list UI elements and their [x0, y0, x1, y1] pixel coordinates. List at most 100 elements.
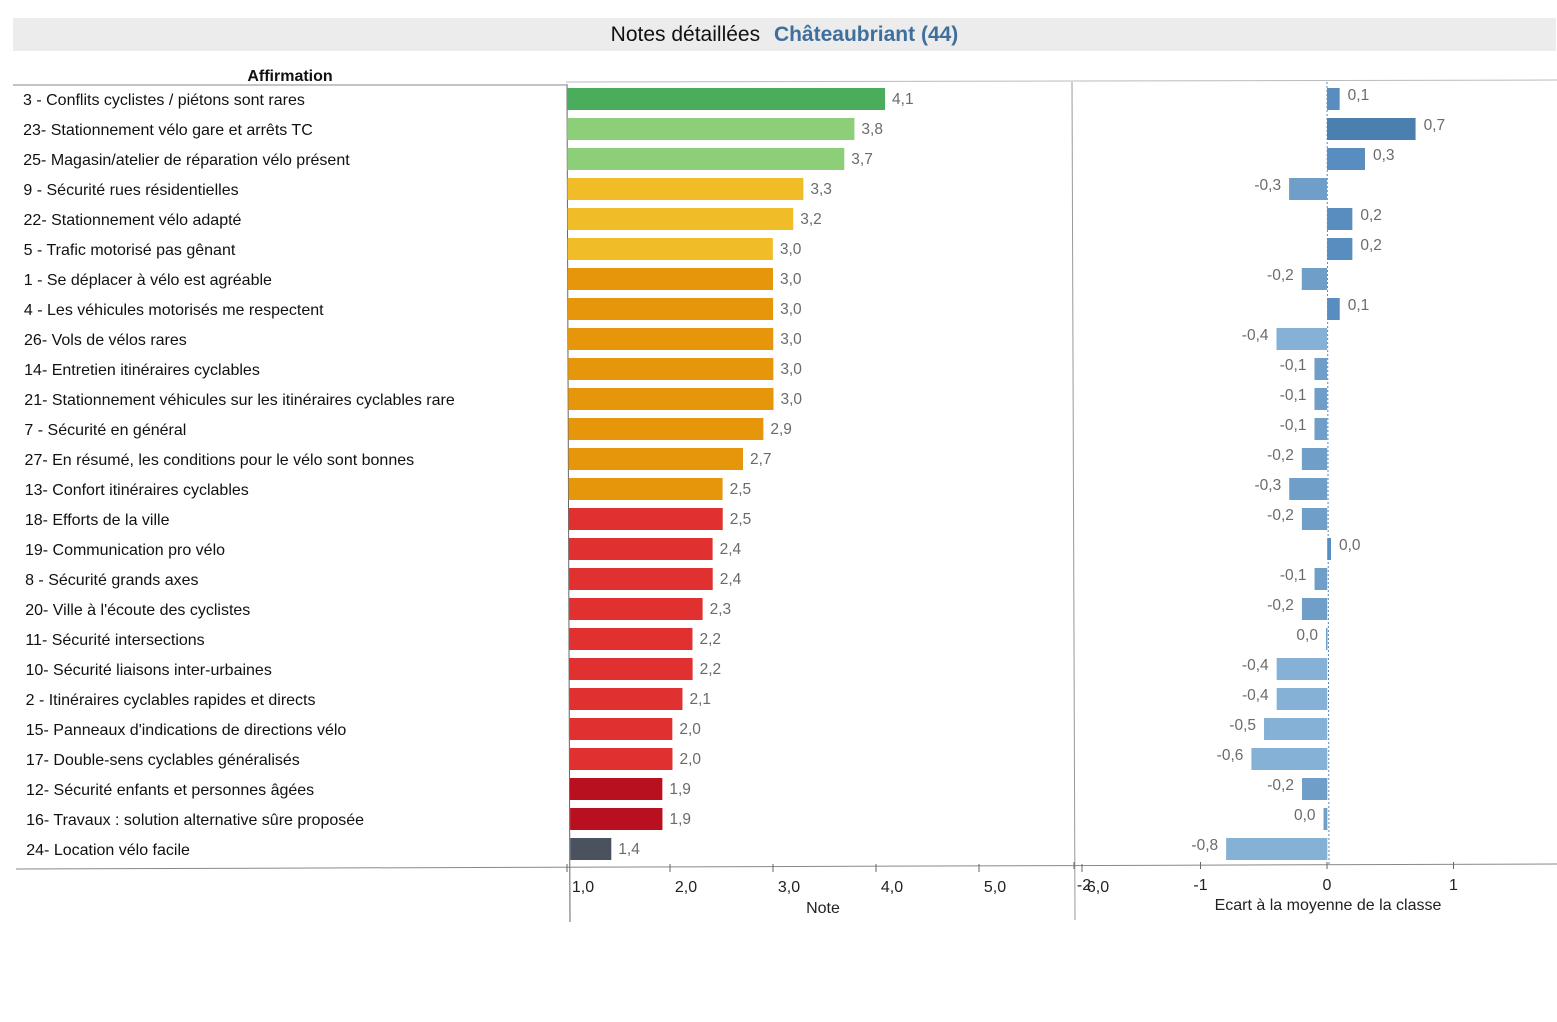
- diff-value-label: 0,0: [1294, 807, 1316, 824]
- note-axis-title: Note: [806, 900, 840, 917]
- note-value-label: 2,2: [699, 631, 721, 648]
- note-value-label: 3,3: [810, 181, 832, 198]
- diff-value-label: -0,1: [1280, 387, 1307, 404]
- category-label: 2 - Itinéraires cyclables rapides et dir…: [26, 692, 316, 709]
- diff-tick-label: 1: [1449, 877, 1458, 894]
- diff-value-label: -0,8: [1191, 837, 1218, 854]
- category-label: 18- Efforts de la ville: [25, 512, 170, 529]
- category-label: 26- Vols de vélos rares: [24, 332, 187, 349]
- note-bar: [569, 628, 693, 650]
- table-header: Affirmation: [247, 68, 332, 85]
- category-label: 10- Sécurité liaisons inter-urbaines: [25, 662, 271, 679]
- note-bar: [567, 178, 804, 200]
- note-value-label: 1,4: [618, 841, 640, 858]
- chart-title: Notes détaillées: [610, 23, 761, 46]
- note-value-label: 2,4: [720, 571, 742, 588]
- note-value-label: 2,0: [679, 721, 701, 738]
- panel-divider: [1071, 81, 1076, 921]
- note-bar: [568, 508, 723, 530]
- diff-value-label: -0,2: [1267, 447, 1294, 464]
- diff-value-label: -0,2: [1267, 597, 1294, 614]
- note-bar: [569, 778, 663, 800]
- category-label: 11- Sécurité intersections: [25, 632, 204, 649]
- note-bar: [568, 448, 743, 470]
- diff-bar: [1327, 298, 1340, 320]
- diff-value-label: 0,0: [1339, 537, 1361, 554]
- note-value-label: 3,7: [851, 151, 873, 168]
- note-value-label: 2,5: [730, 511, 752, 528]
- note-bar: [569, 658, 693, 680]
- diff-bar: [1276, 658, 1328, 680]
- category-label: 3 - Conflits cyclistes / piétons sont ra…: [23, 92, 305, 109]
- chart-title-city: Châteaubriant (44): [773, 23, 959, 46]
- diff-value-label: 0,1: [1348, 87, 1370, 104]
- diff-bar: [1327, 208, 1353, 230]
- diff-value-label: -0,4: [1242, 327, 1269, 344]
- note-tick-label: 3,0: [778, 879, 800, 896]
- category-label: 7 - Sécurité en général: [24, 422, 186, 439]
- note-bar: [567, 88, 886, 110]
- category-label: 4 - Les véhicules motorisés me respecten…: [24, 302, 324, 319]
- note-bar: [569, 718, 673, 740]
- diff-value-label: -0,3: [1255, 477, 1282, 494]
- diff-bar: [1251, 748, 1328, 770]
- diff-value-label: 0,1: [1348, 297, 1370, 314]
- category-label: 22- Stationnement vélo adapté: [24, 212, 242, 229]
- category-label: 21- Stationnement véhicules sur les itin…: [24, 392, 455, 409]
- category-label: 8 - Sécurité grands axes: [25, 572, 198, 589]
- category-label: 15- Panneaux d'indications de directions…: [26, 722, 347, 739]
- diff-value-label: -0,6: [1217, 747, 1244, 764]
- diff-value-label: -0,1: [1280, 567, 1307, 584]
- diff-bar: [1327, 238, 1353, 260]
- note-bar: [568, 328, 774, 350]
- diff-value-label: -0,4: [1242, 687, 1269, 704]
- diff-value-label: 0,0: [1296, 627, 1318, 644]
- diff-zero-line: [1326, 81, 1330, 867]
- note-tick-label: 2,0: [675, 879, 697, 896]
- diff-value-label: 0,3: [1373, 147, 1395, 164]
- note-value-label: 2,7: [750, 451, 772, 468]
- plot-bottom-rule: [15, 863, 1557, 870]
- diff-bar: [1323, 808, 1328, 830]
- plot-top-rule: [565, 79, 1557, 83]
- diff-value-label: 0,7: [1424, 117, 1446, 134]
- note-bar: [569, 748, 673, 770]
- diff-bar: [1289, 478, 1328, 500]
- diff-bar: [1314, 418, 1328, 440]
- note-value-label: 3,8: [861, 121, 883, 138]
- note-tick-label: 6,0: [1087, 879, 1109, 896]
- note-bar: [570, 808, 663, 830]
- note-value-label: 3,0: [780, 241, 802, 258]
- diff-value-label: -0,3: [1254, 177, 1281, 194]
- note-tick-label: 4,0: [881, 879, 903, 896]
- note-bar: [568, 538, 713, 560]
- chart-title-bar: Notes détaillées Châteaubriant (44): [13, 18, 1556, 51]
- note-value-label: 1,9: [669, 781, 691, 798]
- diff-bar: [1301, 268, 1328, 290]
- note-value-label: 3,0: [780, 331, 802, 348]
- category-label: 23- Stationnement vélo gare et arrêts TC: [23, 122, 313, 139]
- note-bar: [567, 148, 845, 170]
- note-bar: [567, 298, 774, 320]
- note-value-label: 4,1: [892, 91, 914, 108]
- diff-value-label: 0,2: [1360, 207, 1382, 224]
- diff-bar: [1327, 88, 1340, 110]
- note-bar: [569, 688, 683, 710]
- note-value-label: 3,2: [800, 211, 822, 228]
- diff-value-label: -0,1: [1280, 357, 1307, 374]
- note-bar: [567, 208, 794, 230]
- note-bar: [568, 418, 764, 440]
- note-bar: [567, 238, 773, 260]
- diff-value-label: -0,1: [1280, 417, 1307, 434]
- diff-bar: [1226, 838, 1328, 860]
- note-value-label: 2,9: [770, 421, 792, 438]
- diff-bar: [1314, 568, 1328, 590]
- diff-bar: [1314, 358, 1328, 380]
- diff-bar: [1301, 448, 1328, 470]
- note-value-label: 2,4: [720, 541, 742, 558]
- diff-tick-label: -2: [1077, 877, 1091, 894]
- diff-bar: [1325, 628, 1328, 650]
- note-value-label: 2,3: [710, 601, 732, 618]
- diff-bar: [1327, 538, 1331, 560]
- diff-bar: [1301, 508, 1328, 530]
